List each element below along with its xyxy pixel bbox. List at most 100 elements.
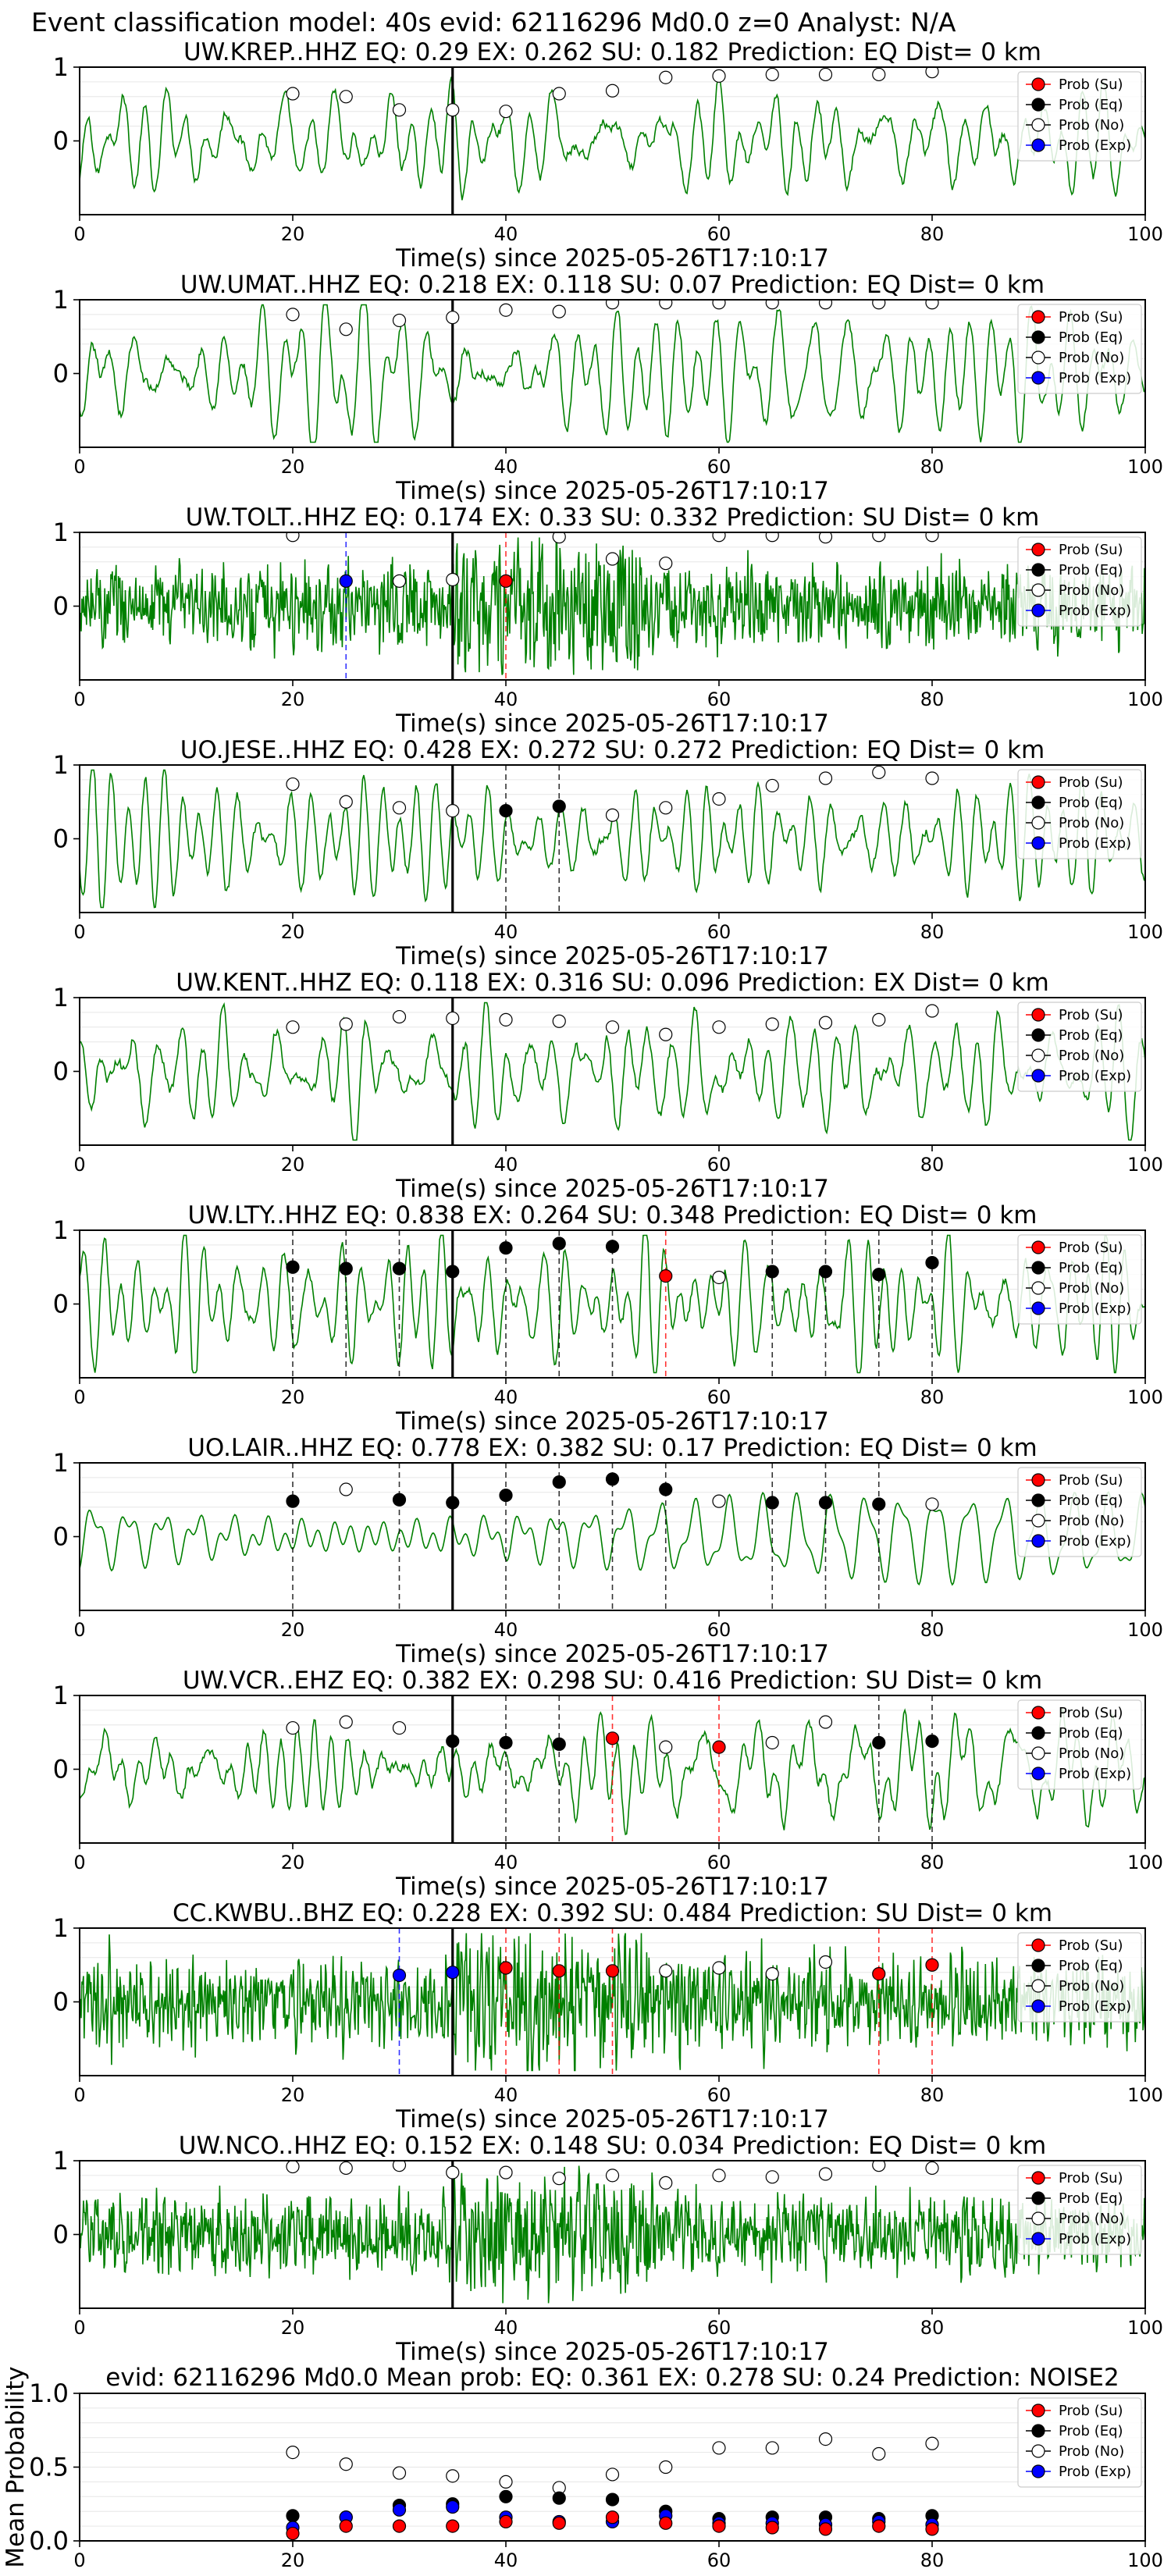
x-axis-label: Time(s) since 2025-05-26T17:10:17	[395, 2338, 829, 2366]
trace-panel: UW.NCO..HHZ EQ: 0.152 EX: 0.148 SU: 0.03…	[53, 2132, 1163, 2366]
legend-entry: Prob (Su)	[1026, 1240, 1123, 1256]
legend-entry: Prob (No)	[1026, 582, 1124, 599]
legend-label: Prob (Su)	[1059, 1937, 1123, 1954]
prob-marker-no	[499, 105, 513, 119]
legend-label: Prob (No)	[1059, 1048, 1124, 1064]
y-tick-label: 1	[53, 1913, 69, 1943]
x-tick-label: 100	[1127, 1386, 1163, 1408]
mean-prob-marker-su	[552, 2516, 566, 2530]
legend-label: Prob (No)	[1059, 2211, 1124, 2227]
legend-label: Prob (Exp)	[1059, 137, 1131, 154]
prob-marker-no	[339, 1482, 353, 1496]
prob-marker-eq	[286, 1494, 300, 1508]
summary-series-no	[286, 2432, 939, 2495]
y-tick-label: 1	[53, 1448, 69, 1478]
mean-prob-marker-no	[339, 2457, 353, 2471]
legend-marker	[1031, 1999, 1045, 2013]
waveform-trace	[80, 537, 1145, 675]
legend-entry: Prob (Eq)	[1026, 1260, 1123, 1276]
legend-box	[1017, 1467, 1142, 1557]
y-tick-label: 1	[53, 983, 69, 1012]
prob-marker-no	[286, 2161, 300, 2174]
prob-marker-eq	[446, 1496, 460, 1510]
mean-prob-marker-no	[818, 2432, 833, 2446]
prob-marker-no	[339, 90, 353, 104]
mean-prob-marker-su	[925, 2522, 939, 2536]
x-tick-label: 40	[494, 2317, 518, 2339]
waveform-trace	[80, 304, 1145, 443]
legend-entry: Prob (Exp)	[1026, 1533, 1131, 1550]
legend-entry: Prob (No)	[1026, 2443, 1124, 2460]
legend-entry: Prob (No)	[1026, 1048, 1124, 1064]
prob-marker-no	[818, 1955, 833, 1969]
prob-marker-su	[659, 1268, 673, 1283]
x-tick-label: 100	[1127, 1852, 1163, 1873]
legend-marker	[1031, 1514, 1045, 1528]
panel-plot-area	[80, 1695, 1145, 1843]
legend-entry: Prob (Su)	[1026, 2403, 1123, 2419]
prob-marker-no	[605, 808, 620, 822]
legend-entry: Prob (Exp)	[1026, 1766, 1131, 1782]
x-tick-label: 100	[1127, 1154, 1163, 1176]
prob-marker-no	[286, 777, 300, 792]
y-tick-label: 0	[53, 1522, 69, 1552]
y-tick-label: 0	[53, 359, 69, 389]
prob-marker-no	[765, 2170, 779, 2184]
prob-marker-no	[605, 300, 620, 310]
prob-marker-su	[605, 1731, 620, 1745]
legend-marker	[1031, 1959, 1045, 1973]
x-tick-label: 20	[281, 1386, 305, 1408]
mean-prob-marker-su	[339, 2519, 353, 2533]
prob-marker-no	[605, 1020, 620, 1034]
x-tick-label: 60	[707, 1619, 731, 1641]
x-tick-label: 0	[73, 1619, 85, 1641]
summary-y-axis-label: Mean Probability	[2, 2366, 30, 2567]
prob-marker-no	[925, 300, 939, 310]
legend-marker	[1031, 330, 1045, 344]
legend-label: Prob (Su)	[1059, 1705, 1123, 1721]
prob-marker-no	[286, 1720, 300, 1735]
x-tick-label: 0	[73, 2084, 85, 2106]
prob-marker-eq	[818, 1265, 833, 1279]
prob-marker-no	[392, 574, 407, 588]
legend-marker	[1031, 2191, 1045, 2205]
prob-marker-no	[552, 304, 566, 318]
x-tick-label: 0	[73, 1386, 85, 1408]
mean-prob-marker-no	[765, 2441, 779, 2455]
prob-marker-no	[712, 1494, 726, 1508]
prob-marker-no	[765, 67, 779, 82]
prob-marker-no	[286, 532, 300, 543]
x-axis-label: Time(s) since 2025-05-26T17:10:17	[395, 1873, 829, 1901]
prob-marker-no	[818, 67, 833, 82]
legend-label: Prob (No)	[1059, 1280, 1124, 1297]
prob-marker-no	[818, 1016, 833, 1030]
legend-label: Prob (Eq)	[1059, 2423, 1123, 2439]
panel-title: UW.KENT..HHZ EQ: 0.118 EX: 0.316 SU: 0.0…	[176, 969, 1049, 997]
summary-gridlines	[80, 2407, 1145, 2527]
legend-entry: Prob (Exp)	[1026, 137, 1131, 154]
mean-prob-marker-no	[286, 2446, 300, 2460]
legend-marker	[1031, 1979, 1045, 1993]
legend-box	[1017, 2397, 1142, 2488]
prob-marker-no	[659, 801, 673, 815]
legend-label: Prob (No)	[1059, 582, 1124, 599]
mean-prob-marker-eq	[499, 2489, 513, 2503]
prob-marker-no	[818, 300, 833, 310]
y-tick-label: 0	[53, 2220, 69, 2250]
prob-marker-su	[499, 574, 513, 588]
panel-plot-area	[80, 1230, 1145, 1378]
mean-prob-marker-su	[872, 2519, 886, 2533]
prob-marker-no	[339, 795, 353, 809]
prob-marker-no	[446, 311, 460, 325]
legend-entry: Prob (Eq)	[1026, 329, 1123, 346]
x-tick-label: 20	[281, 921, 305, 943]
panel-plot-area	[80, 300, 1145, 447]
legend-marker	[1031, 1261, 1045, 1275]
prob-marker-eq	[605, 1240, 620, 1254]
legend-label: Prob (No)	[1059, 1745, 1124, 1762]
legend-marker	[1031, 350, 1045, 365]
prob-marker-no	[872, 67, 886, 82]
legend-box	[1017, 1699, 1142, 1790]
prob-marker-no	[392, 1009, 407, 1024]
legend-entry: Prob (Eq)	[1026, 97, 1123, 113]
